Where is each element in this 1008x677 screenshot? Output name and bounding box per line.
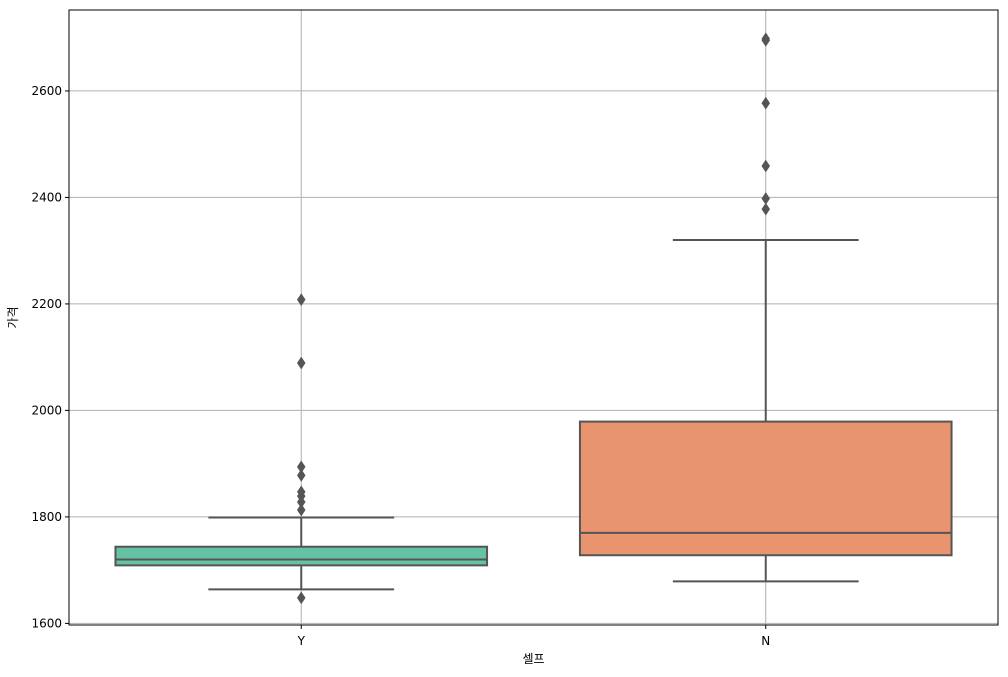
outlier-point (761, 202, 771, 216)
box-group-N (578, 32, 953, 583)
y-axis-title: 가격 (6, 306, 20, 328)
iqr-box (578, 420, 953, 557)
tick-layer: 1600 1800 2000 2200 2400 2600 Y N (31, 84, 770, 648)
outlier-point (296, 356, 306, 370)
plot-frame (68, 9, 999, 626)
outlier-point (296, 503, 306, 517)
y-tick-label: 2600 (31, 84, 62, 98)
box-group-Y (114, 293, 489, 605)
y-tick-label: 1600 (31, 616, 62, 630)
outlier-point (296, 591, 306, 605)
outlier-point (296, 460, 306, 474)
y-tick-label: 1800 (31, 510, 62, 524)
outlier-point (761, 159, 771, 173)
outlier-point (761, 32, 771, 46)
outlier-point (296, 468, 306, 482)
outlier-point (761, 192, 771, 205)
y-tick-label: 2000 (31, 403, 62, 417)
x-tick-label: Y (297, 634, 306, 648)
iqr-box (114, 545, 489, 567)
y-tick-label: 2400 (31, 190, 62, 204)
outlier-point (761, 96, 771, 110)
outlier-point (296, 293, 306, 307)
x-axis-title: 셀프 (522, 652, 544, 666)
x-tick-label: N (761, 634, 770, 648)
y-tick-label: 2200 (31, 297, 62, 311)
box-layer (114, 32, 953, 605)
outlier-point (296, 485, 306, 499)
